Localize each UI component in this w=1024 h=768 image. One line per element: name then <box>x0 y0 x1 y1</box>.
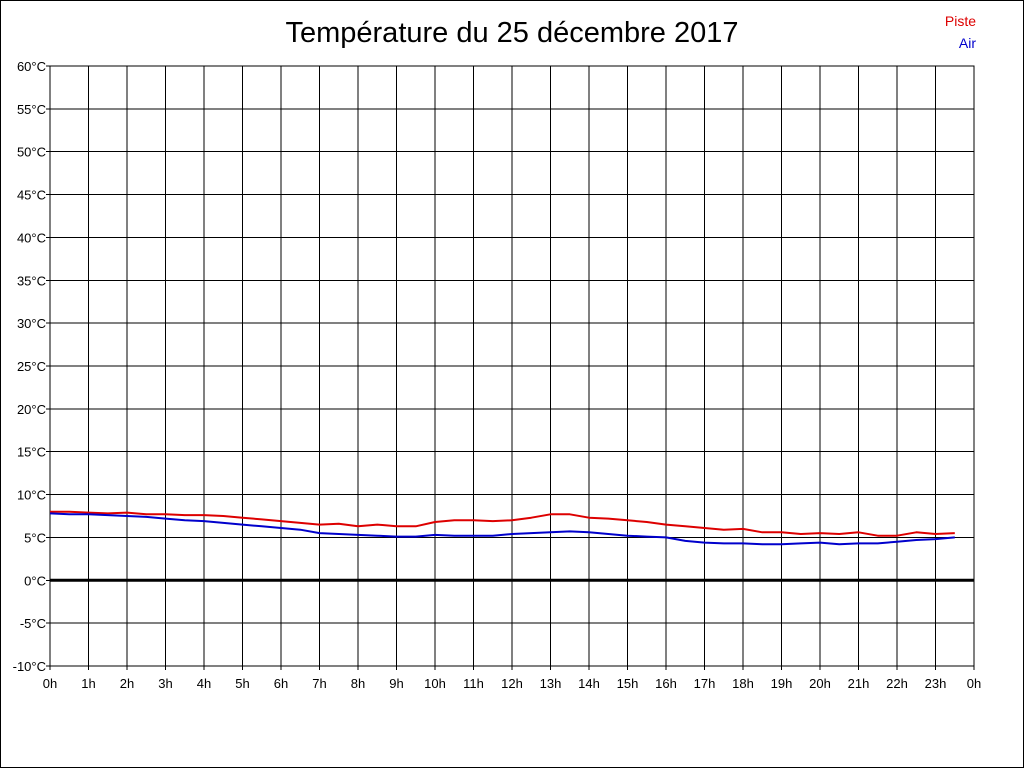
y-tick-label: 25°C <box>17 359 46 374</box>
x-tick-label: 19h <box>771 676 793 691</box>
x-tick-label: 3h <box>158 676 172 691</box>
y-tick-label: 50°C <box>17 145 46 160</box>
y-tick-label: 35°C <box>17 273 46 288</box>
y-tick-label: 0°C <box>24 573 46 588</box>
legend-air: Air <box>958 35 976 51</box>
x-tick-label: 13h <box>540 676 562 691</box>
x-tick-label: 18h <box>732 676 754 691</box>
chart-title: Température du 25 décembre 2017 <box>285 17 739 49</box>
y-tick-label: 45°C <box>17 188 46 203</box>
x-tick-label: 20h <box>809 676 831 691</box>
x-tick-label: 21h <box>848 676 870 691</box>
x-tick-label: 9h <box>389 676 403 691</box>
y-tick-label: 10°C <box>17 488 46 503</box>
x-tick-label: 0h <box>43 676 57 691</box>
x-tick-label: 16h <box>655 676 677 691</box>
x-tick-label: 15h <box>617 676 639 691</box>
x-tick-label: 10h <box>424 676 446 691</box>
y-tick-label: 15°C <box>17 445 46 460</box>
x-tick-label: 11h <box>463 676 484 691</box>
y-tick-label: 30°C <box>17 316 46 331</box>
x-tick-label: 0h <box>967 676 981 691</box>
x-tick-label: 4h <box>197 676 211 691</box>
x-tick-label: 6h <box>274 676 288 691</box>
y-tick-label: -10°C <box>13 659 46 674</box>
y-tick-label: 60°C <box>17 59 46 74</box>
y-tick-label: -5°C <box>20 616 46 631</box>
x-tick-label: 1h <box>81 676 95 691</box>
x-tick-label: 2h <box>120 676 134 691</box>
x-tick-label: 8h <box>351 676 365 691</box>
y-tick-label: 40°C <box>17 230 46 245</box>
x-tick-label: 17h <box>694 676 716 691</box>
x-tick-label: 5h <box>235 676 249 691</box>
series-line-air <box>49 512 955 546</box>
x-tick-label: 23h <box>925 676 947 691</box>
x-tick-label: 22h <box>886 676 908 691</box>
legend-piste: Piste <box>944 13 976 29</box>
y-tick-label: 55°C <box>17 102 46 117</box>
y-tick-label: 20°C <box>17 402 46 417</box>
x-tick-label: 7h <box>312 676 326 691</box>
series-line-piste <box>50 510 955 537</box>
x-tick-label: 12h <box>501 676 523 691</box>
y-tick-label: 5°C <box>24 530 46 545</box>
x-tick-label: 14h <box>578 676 600 691</box>
